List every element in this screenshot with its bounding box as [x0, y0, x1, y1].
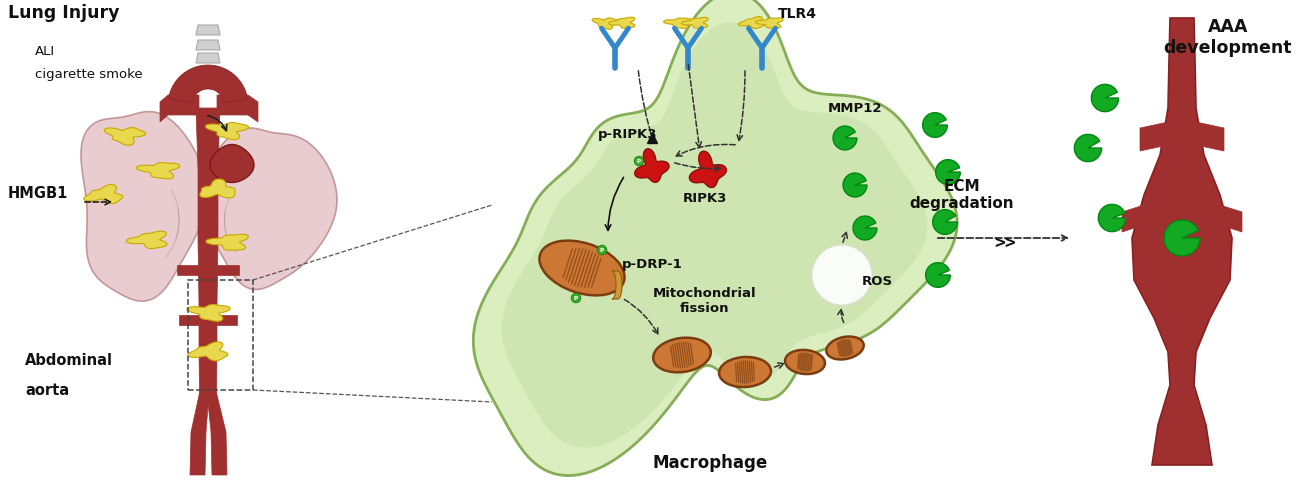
- Wedge shape: [926, 263, 950, 287]
- Polygon shape: [169, 65, 247, 102]
- Text: Lung Injury: Lung Injury: [8, 4, 120, 22]
- Polygon shape: [689, 151, 727, 188]
- Polygon shape: [190, 393, 209, 475]
- Polygon shape: [211, 145, 254, 182]
- Polygon shape: [200, 179, 235, 198]
- Text: MMP12: MMP12: [828, 102, 883, 115]
- Wedge shape: [842, 173, 867, 197]
- Polygon shape: [199, 305, 217, 395]
- Text: Mitochondrial
fission: Mitochondrial fission: [653, 287, 757, 315]
- Polygon shape: [1122, 205, 1144, 232]
- Polygon shape: [217, 315, 237, 325]
- Polygon shape: [634, 149, 670, 182]
- Ellipse shape: [785, 350, 826, 374]
- Polygon shape: [502, 22, 927, 447]
- Polygon shape: [187, 304, 230, 321]
- Polygon shape: [196, 40, 220, 50]
- Text: Abdominal: Abdominal: [25, 353, 113, 368]
- Text: P: P: [637, 158, 641, 164]
- Circle shape: [597, 245, 607, 255]
- Text: AAA
development: AAA development: [1164, 18, 1292, 57]
- Polygon shape: [179, 315, 199, 325]
- Polygon shape: [196, 53, 220, 63]
- Circle shape: [812, 245, 872, 305]
- Polygon shape: [196, 25, 220, 35]
- Text: Macrophage: Macrophage: [653, 454, 767, 472]
- Polygon shape: [81, 112, 205, 301]
- Text: P: P: [599, 247, 605, 252]
- Polygon shape: [681, 17, 709, 28]
- Polygon shape: [207, 393, 228, 475]
- Polygon shape: [612, 271, 621, 299]
- Text: p-RIPK3: p-RIPK3: [598, 128, 658, 141]
- Text: HMGB1: HMGB1: [8, 186, 69, 201]
- Polygon shape: [217, 95, 257, 122]
- Polygon shape: [217, 265, 239, 275]
- Polygon shape: [1140, 122, 1167, 151]
- Polygon shape: [177, 265, 199, 275]
- Polygon shape: [205, 234, 248, 250]
- Polygon shape: [1219, 205, 1241, 232]
- Polygon shape: [755, 18, 783, 28]
- Bar: [188, 280, 254, 390]
- Wedge shape: [833, 126, 857, 150]
- Polygon shape: [202, 128, 337, 290]
- Ellipse shape: [653, 338, 711, 372]
- Polygon shape: [738, 17, 764, 28]
- Text: TLR4: TLR4: [777, 7, 816, 21]
- Polygon shape: [608, 17, 634, 28]
- Wedge shape: [923, 113, 948, 137]
- Text: cigarette smoke: cigarette smoke: [35, 68, 143, 81]
- Text: aorta: aorta: [25, 383, 69, 398]
- Ellipse shape: [827, 337, 863, 360]
- Polygon shape: [205, 122, 248, 140]
- Text: p-DRP-1: p-DRP-1: [621, 258, 682, 271]
- Polygon shape: [1196, 122, 1225, 151]
- Ellipse shape: [719, 357, 771, 387]
- Wedge shape: [932, 210, 957, 234]
- Polygon shape: [196, 108, 220, 305]
- Wedge shape: [1092, 84, 1118, 112]
- Polygon shape: [136, 163, 179, 179]
- Wedge shape: [1098, 204, 1126, 232]
- Circle shape: [634, 156, 644, 166]
- Text: ALI: ALI: [35, 45, 55, 58]
- Text: P: P: [573, 295, 578, 300]
- Wedge shape: [1074, 134, 1101, 162]
- Ellipse shape: [540, 241, 624, 295]
- Polygon shape: [188, 342, 228, 361]
- Text: ROS: ROS: [862, 275, 893, 288]
- Text: ECM
degradation: ECM degradation: [910, 178, 1014, 211]
- Wedge shape: [1164, 220, 1200, 256]
- Circle shape: [571, 294, 581, 303]
- Polygon shape: [104, 127, 146, 146]
- Wedge shape: [936, 160, 961, 184]
- Polygon shape: [663, 18, 692, 28]
- Text: RIPK3: RIPK3: [682, 192, 727, 205]
- Polygon shape: [160, 95, 199, 122]
- Text: >>: >>: [994, 234, 1015, 252]
- Polygon shape: [1132, 18, 1232, 465]
- Polygon shape: [83, 185, 124, 204]
- Polygon shape: [126, 231, 166, 248]
- Wedge shape: [853, 216, 878, 240]
- Polygon shape: [473, 0, 957, 476]
- Polygon shape: [592, 18, 619, 29]
